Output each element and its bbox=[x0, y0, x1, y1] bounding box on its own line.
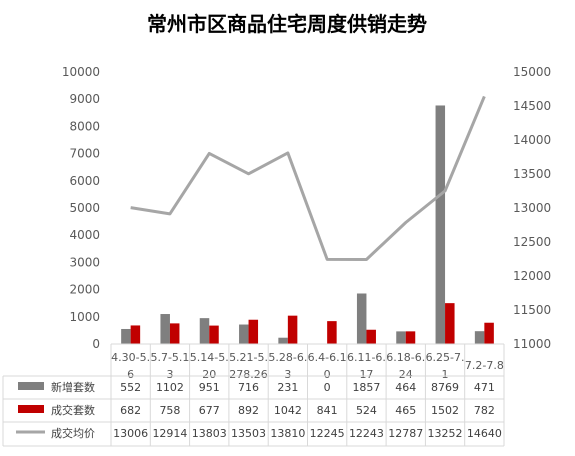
legend-label: 新增套数 bbox=[51, 380, 95, 394]
table-cell: 892 bbox=[238, 404, 259, 417]
legend-key-new-supply bbox=[18, 382, 44, 390]
avg-price-line bbox=[130, 95, 486, 261]
bar-sold-units bbox=[484, 322, 494, 344]
left-axis-tick: 5000 bbox=[69, 201, 100, 215]
right-axis-tick: 11000 bbox=[513, 337, 551, 351]
plot-area: 0 1000 2000 3000 4000 5000 6000 7000 8000 9000 100… bbox=[62, 65, 551, 381]
bar-new-supply bbox=[356, 293, 367, 344]
right-axis-tick: 12000 bbox=[513, 269, 551, 283]
bar-new-supply bbox=[199, 318, 210, 344]
table-cell: 13803 bbox=[192, 427, 227, 440]
table-cell: 13810 bbox=[270, 427, 305, 440]
legend-key-sold-units bbox=[18, 405, 44, 413]
table-cell: 1502 bbox=[431, 404, 459, 417]
category-label: 278.26 bbox=[229, 368, 268, 381]
category-label: 5.21-5. bbox=[229, 351, 268, 364]
bar-new-supply bbox=[121, 328, 131, 344]
category-label: 5.28-6. bbox=[268, 351, 307, 364]
table-cell: 12245 bbox=[310, 427, 345, 440]
category-label: 6.11-6. bbox=[347, 351, 386, 364]
category-label: 20 bbox=[202, 368, 216, 381]
bar-new-supply bbox=[435, 105, 446, 344]
left-axis-tick: 7000 bbox=[69, 147, 100, 161]
table-cell: 552 bbox=[120, 381, 141, 394]
table-cell: 231 bbox=[277, 381, 298, 394]
left-axis-tick: 6000 bbox=[69, 174, 100, 188]
left-axis-tick: 10000 bbox=[62, 65, 100, 79]
table-cell: 682 bbox=[120, 404, 141, 417]
bar-sold-units bbox=[445, 303, 455, 344]
left-axis-tick: 0 bbox=[92, 337, 100, 351]
right-axis-tick: 12500 bbox=[513, 235, 551, 249]
bar-sold-units bbox=[248, 319, 259, 344]
table-cell: 12914 bbox=[152, 427, 187, 440]
bar-sold-units bbox=[130, 325, 141, 344]
left-axis-tick: 1000 bbox=[69, 310, 100, 324]
table-cell: 0 bbox=[324, 381, 331, 394]
data-table: 新增套数 552 1102 951 716 231 0 1857 464 8769 471 成交套数 6… bbox=[2, 344, 505, 447]
bar-sold-units bbox=[327, 321, 337, 344]
category-label: 6 bbox=[127, 368, 134, 381]
category-label: 6.25-7. bbox=[426, 351, 465, 364]
table-cell: 524 bbox=[356, 404, 377, 417]
table-cell: 951 bbox=[199, 381, 220, 394]
category-label: 6.4-6.1 bbox=[308, 351, 347, 364]
category-label: 24 bbox=[399, 368, 413, 381]
table-cell: 1857 bbox=[352, 381, 380, 394]
table-cell: 841 bbox=[317, 404, 338, 417]
category-label: 7.2-7.8 bbox=[465, 359, 504, 372]
left-axis-tick: 2000 bbox=[69, 283, 100, 297]
table-cell: 471 bbox=[474, 381, 495, 394]
right-axis-tick: 13500 bbox=[513, 167, 551, 181]
bar-new-supply bbox=[474, 331, 485, 344]
bar-new-supply bbox=[396, 331, 406, 344]
table-cell: 464 bbox=[395, 381, 416, 394]
table-cell: 12787 bbox=[388, 427, 423, 440]
table-cell: 677 bbox=[199, 404, 220, 417]
table-cell: 13252 bbox=[428, 427, 463, 440]
category-label: 17 bbox=[359, 368, 373, 381]
bar-new-supply bbox=[160, 314, 170, 344]
table-cell: 1042 bbox=[274, 404, 302, 417]
bar-new-supply bbox=[278, 337, 288, 344]
category-label: 5.7-5.1 bbox=[150, 351, 189, 364]
right-axis-tick: 13000 bbox=[513, 201, 551, 215]
table-cell: 13503 bbox=[231, 427, 266, 440]
right-axis-tick: 15000 bbox=[513, 65, 551, 79]
chart-title: 常州市区商品住宅周度供销走势 bbox=[147, 12, 427, 36]
table-cell: 12243 bbox=[349, 427, 384, 440]
left-axis-tick: 4000 bbox=[69, 228, 100, 242]
right-axis-tick: 11500 bbox=[513, 303, 551, 317]
right-axis-tick: 14500 bbox=[513, 99, 551, 113]
right-axis-tick: 14000 bbox=[513, 133, 551, 147]
table-cell: 782 bbox=[474, 404, 495, 417]
bar-sold-units bbox=[169, 323, 180, 344]
category-label: 3 bbox=[284, 368, 291, 381]
table-cell: 758 bbox=[159, 404, 180, 417]
bar-sold-units bbox=[209, 325, 219, 344]
table-cell: 716 bbox=[238, 381, 259, 394]
left-axis-tick: 3000 bbox=[69, 255, 100, 269]
left-axis-tick: 9000 bbox=[69, 92, 100, 106]
bar-sold-units bbox=[366, 329, 376, 344]
category-label: 1 bbox=[442, 368, 449, 381]
left-axis-tick: 8000 bbox=[69, 119, 100, 133]
bar-sold-units bbox=[405, 331, 416, 344]
category-label: 5.14-5. bbox=[190, 351, 229, 364]
table-cell: 465 bbox=[395, 404, 416, 417]
category-label: 0 bbox=[324, 368, 331, 381]
table-cell: 1102 bbox=[156, 381, 184, 394]
category-label: 3 bbox=[166, 368, 173, 381]
legend-label: 成交均价 bbox=[51, 426, 95, 440]
table-cell: 13006 bbox=[113, 427, 148, 440]
category-label: 4.30-5. bbox=[111, 351, 150, 364]
legend-label: 成交套数 bbox=[51, 403, 95, 417]
category-label: 6.18-6. bbox=[386, 351, 425, 364]
table-cell: 14640 bbox=[467, 427, 502, 440]
bar-new-supply bbox=[239, 324, 249, 344]
table-cell: 8769 bbox=[431, 381, 459, 394]
bar-sold-units bbox=[287, 315, 298, 344]
